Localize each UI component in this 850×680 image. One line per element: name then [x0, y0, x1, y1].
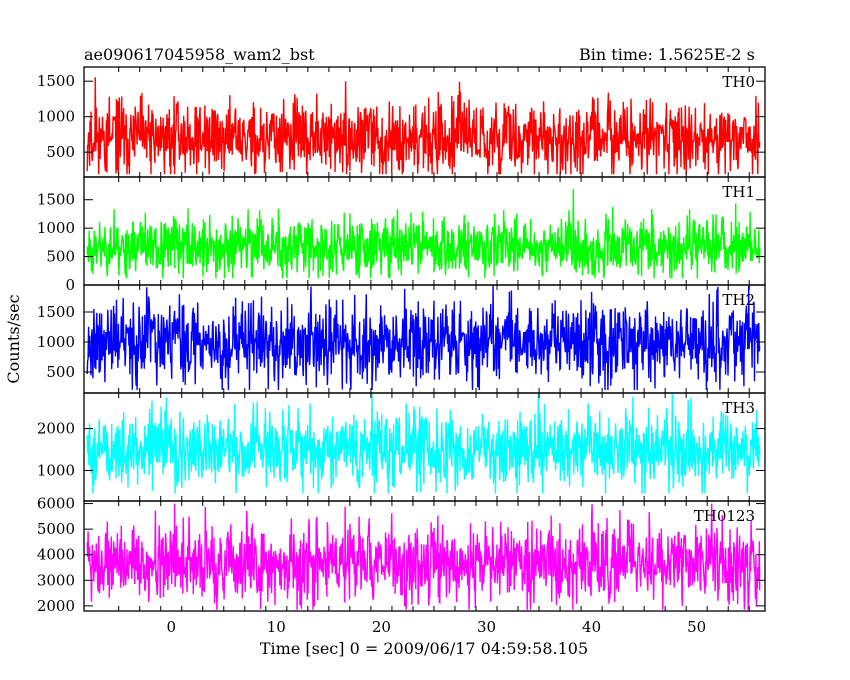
x-tick-label: 10 [267, 618, 286, 636]
y-tick-label: 1500 [37, 303, 75, 321]
x-tick-label: 40 [582, 618, 601, 636]
y-tick-label: 2000 [37, 420, 75, 438]
plot-title: ae090617045958_wam2_bst [84, 45, 315, 64]
y-tick-label: 4000 [37, 546, 75, 564]
y-tick-label: 1500 [37, 191, 75, 209]
panel-th1: 0 500 1000 1500 TH1 [37, 176, 766, 294]
panel-th3: 1000 2000 TH3 [37, 392, 766, 502]
series-th2 [86, 285, 761, 391]
panel-th2: 500 1000 1500 TH2 [37, 284, 766, 394]
y-tick-label: 500 [46, 143, 75, 161]
y-tick-label: 500 [46, 363, 75, 381]
series-th0 [86, 77, 761, 175]
x-tick-label: 20 [372, 618, 391, 636]
x-tick-label: 50 [687, 618, 706, 636]
panel-label: TH3 [722, 399, 755, 417]
y-tick-label: 6000 [37, 495, 75, 513]
y-axis-label: Counts/sec [4, 294, 23, 383]
y-tick-label: 1000 [37, 108, 75, 126]
y-tick-label: 1000 [37, 333, 75, 351]
panel-label: TH1 [722, 183, 755, 201]
y-tick-label: 2000 [37, 597, 75, 615]
y-tick-label: 5000 [37, 520, 75, 538]
y-tick-label: 0 [65, 276, 75, 294]
panel-label: TH0123 [694, 507, 755, 525]
y-tick-label: 1000 [37, 461, 75, 479]
panel-frame [83, 500, 766, 612]
y-tick-label: 3000 [37, 571, 75, 589]
series-th0123 [86, 503, 761, 610]
panel-th0123: 2000 3000 4000 5000 6000 TH0123 [37, 495, 766, 615]
x-tick-label: 30 [477, 618, 496, 636]
panel-label: TH0 [722, 73, 755, 91]
y-tick-label: 1500 [37, 72, 75, 90]
x-tick-label: 0 [166, 618, 176, 636]
panel-th0: 500 1000 1500 TH0 [37, 66, 766, 178]
y-tick-label: 500 [46, 248, 75, 266]
bin-time-label: Bin time: 1.5625E-2 s [579, 45, 755, 64]
series-th3 [86, 393, 761, 494]
series-th1 [86, 188, 761, 279]
y-tick-label: 1000 [37, 219, 75, 237]
x-axis-label: Time [sec] 0 = 2009/06/17 04:59:58.105 [260, 639, 588, 658]
panel-label: TH2 [722, 291, 755, 309]
